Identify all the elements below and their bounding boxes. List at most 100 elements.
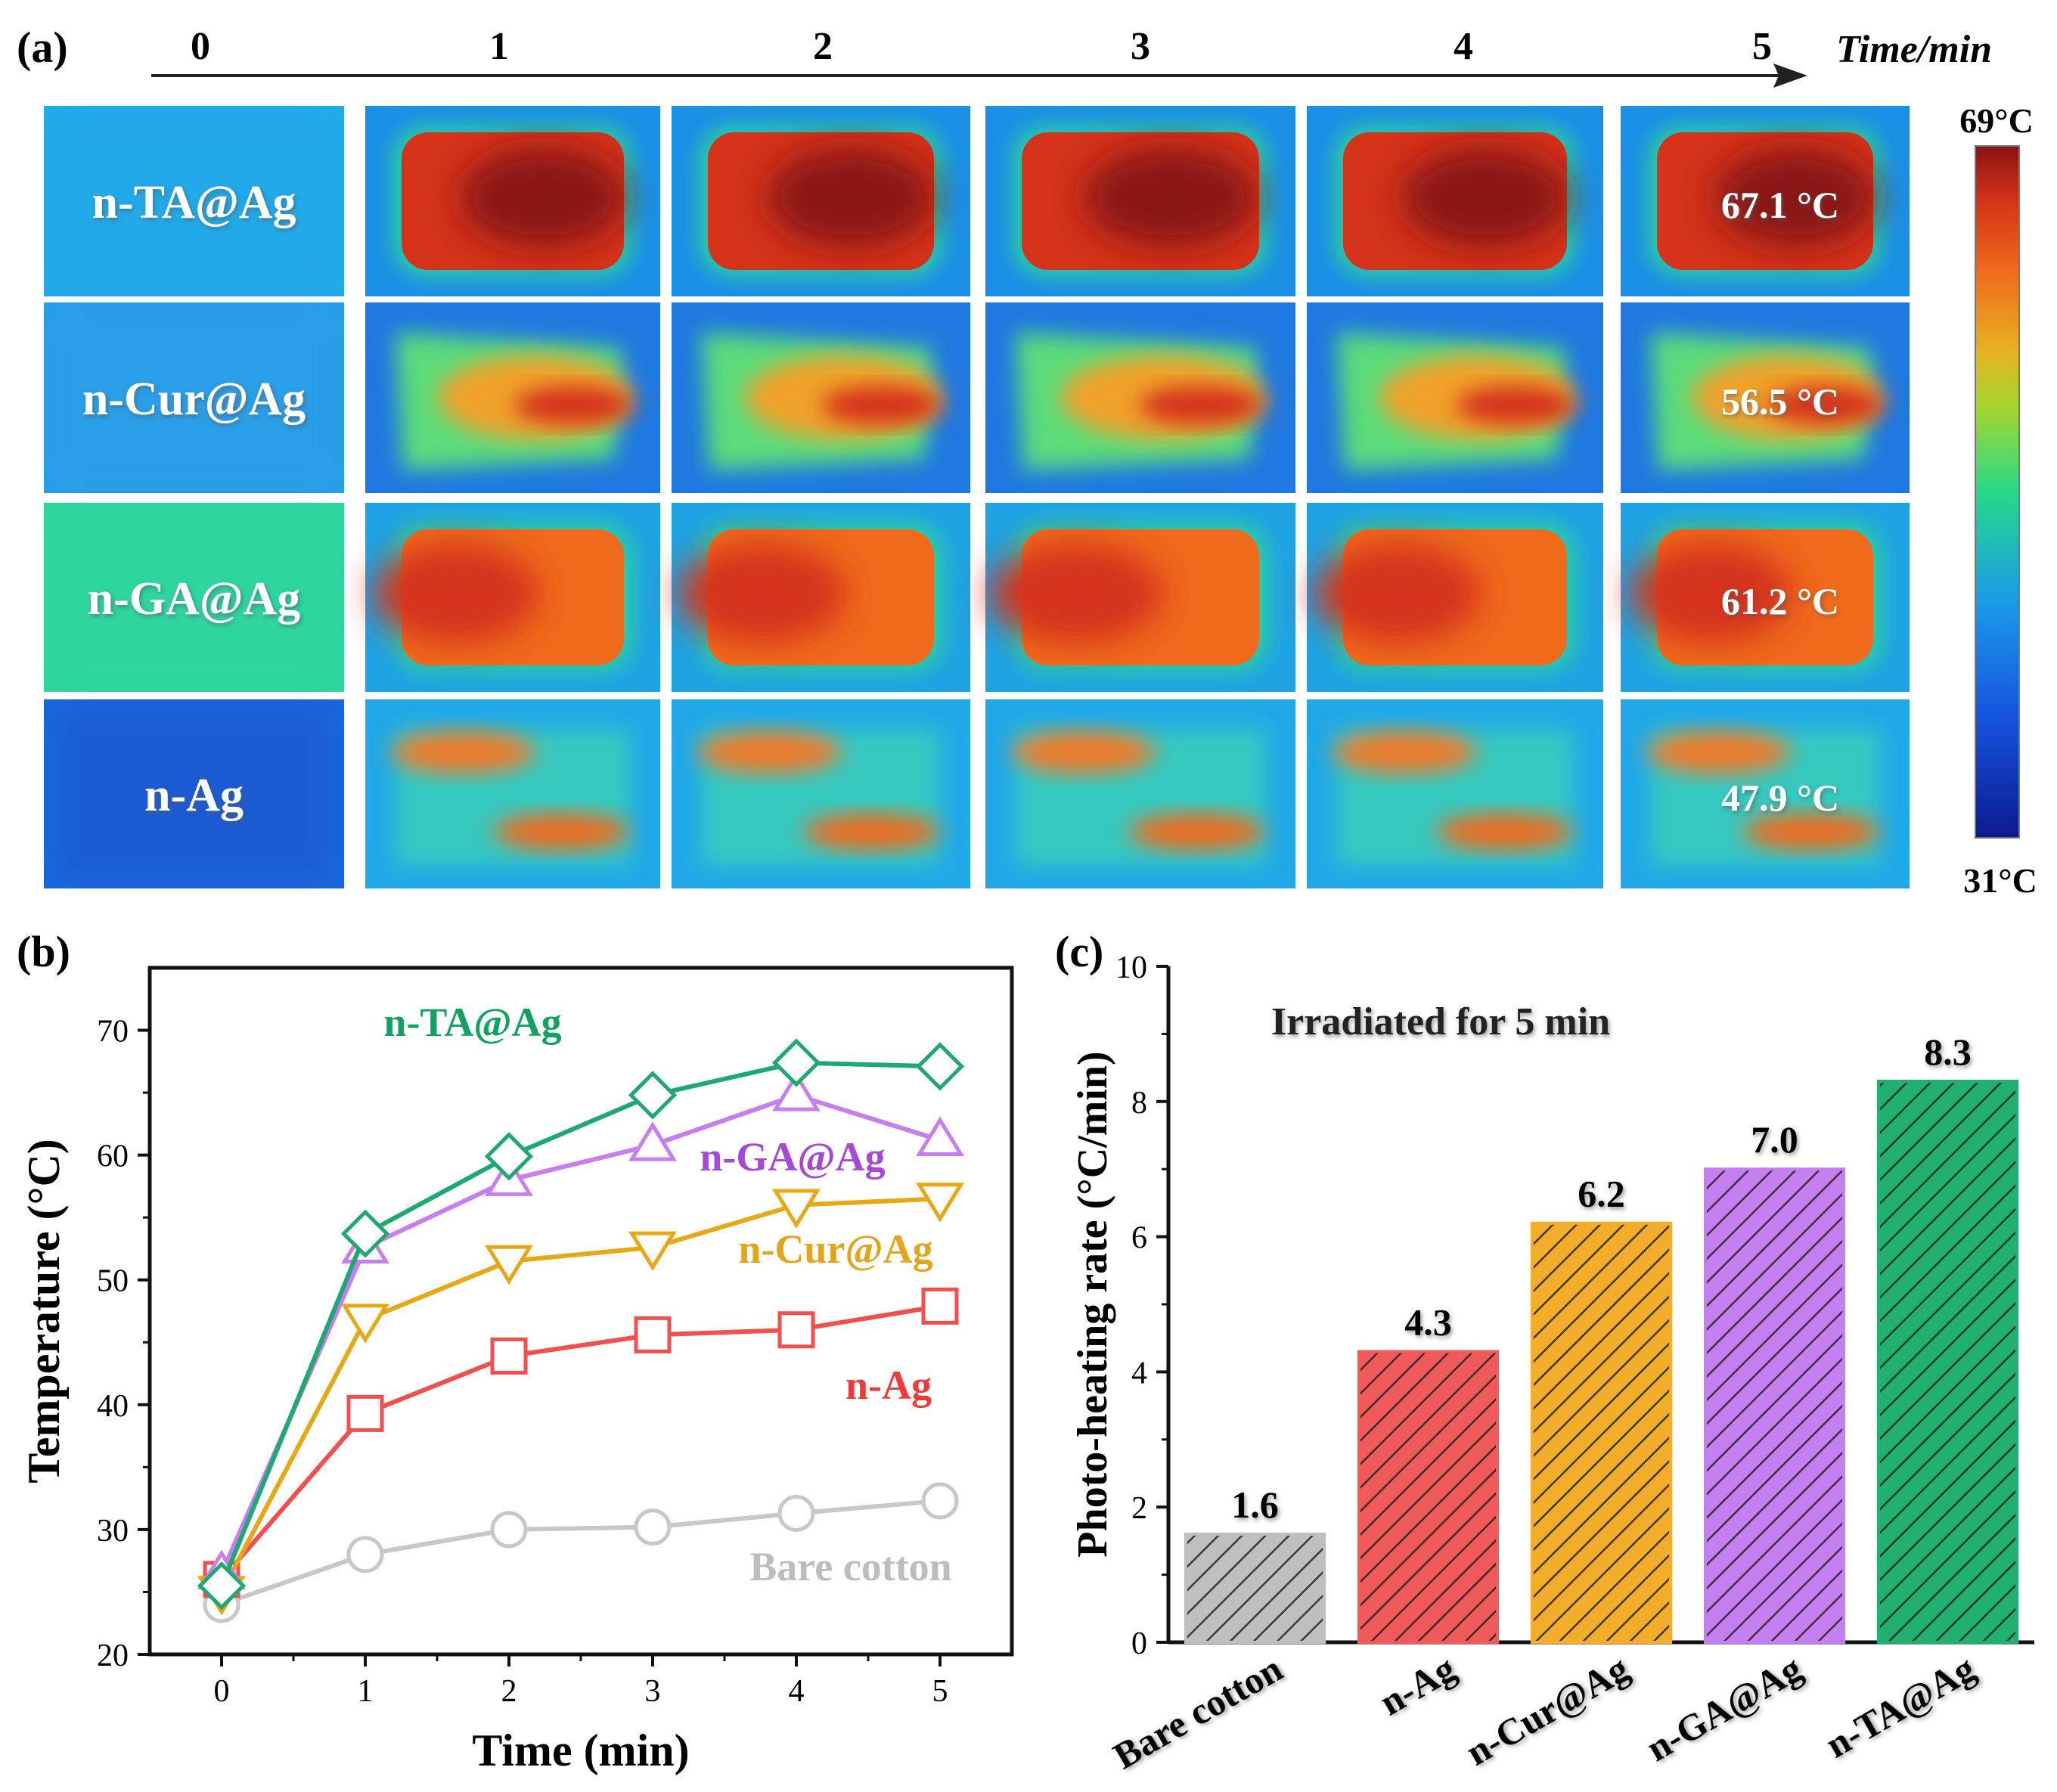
data-point [490, 1337, 528, 1375]
bar-value-label: 1.6 [1231, 1484, 1279, 1526]
y-axis-label: Temperature (°C) [19, 1139, 69, 1484]
y-tick-label: 20 [97, 1639, 129, 1673]
time-tick-2: 2 [813, 25, 833, 68]
panel-b-label: (b) [17, 927, 70, 976]
hot-spot [1630, 544, 1792, 643]
thermal-image-n-GA@Ag-t2 [672, 503, 970, 692]
hot-patch-bottom [804, 814, 940, 850]
sample-label: n-TA@Ag [92, 177, 296, 228]
sample-patch [63, 121, 325, 281]
thermal-image-n-Cur@Ag-t4 [1307, 302, 1603, 493]
hot-spot [460, 147, 626, 247]
sample-patch [63, 318, 325, 478]
bar-hatch [1358, 1351, 1498, 1642]
y-tick-label: 30 [97, 1514, 129, 1549]
panel-b: (b) 20 30 40 50 60 70 0 1 2 3 4 5 Time (min) Temperat… [17, 927, 1014, 1775]
data-point [921, 1287, 959, 1325]
time-ticks: 0 1 2 3 4 5 [191, 25, 1772, 68]
x-category-label: n-Cur@Ag [1459, 1647, 1636, 1774]
colorbar-gradient [1975, 145, 2020, 839]
data-point [485, 1245, 533, 1285]
sample-label: n-Cur@Ag [82, 374, 306, 425]
hot-patch-bottom [1437, 814, 1573, 850]
thermal-image-n-Cur@Ag-t0: n-Cur@Ag [44, 302, 344, 493]
data-point [346, 1536, 384, 1573]
y-tick-label: 50 [97, 1264, 129, 1299]
bar-hatch [1878, 1080, 2018, 1642]
panel-a-label: (a) [17, 23, 68, 72]
bar-value-label: 7.0 [1751, 1118, 1798, 1161]
data-point [197, 1561, 247, 1611]
bar-n-Ag: 4.3 n-Ag [1357, 1301, 1500, 1723]
y-axis-label: Photo-heating rate (°C/min) [1069, 1051, 1116, 1557]
data-point [490, 1511, 528, 1549]
hot-spot [1402, 147, 1568, 247]
data-point [916, 1116, 964, 1157]
y-tick-label: 4 [1131, 1356, 1147, 1391]
thermal-image-n-GA@Ag-t4 [1307, 503, 1603, 692]
bar-hatch [1185, 1533, 1325, 1642]
hot-spot [1714, 147, 1876, 247]
series-label: n-GA@Ag [700, 1134, 885, 1180]
data-point [628, 1231, 677, 1272]
hot-patch-top [1012, 731, 1156, 774]
y-tick-label: 2 [1131, 1491, 1147, 1526]
bar-n-TA@Ag: 8.3 n-TA@Ag [1818, 1031, 2019, 1766]
bar-chart: 0 2 4 6 8 10 Photo-heating rate (°C/min) Irradi… [1069, 950, 2034, 1777]
hot-spot [373, 544, 539, 643]
panel-c-label: (c) [1055, 927, 1103, 976]
x-tick-label: 5 [932, 1674, 948, 1709]
colorbar: 69°C 31°C [1959, 101, 2037, 900]
series-label: Bare cotton [749, 1544, 951, 1589]
x-tick-label: 2 [501, 1674, 517, 1709]
thermal-grid: n-TA@Ag 67.1 °C n-Cur@Ag 56.5 °C n-GA@Ag 61.2… [44, 106, 1910, 888]
thermal-image-n-Ag-t1 [365, 699, 660, 888]
hot-spot [1084, 147, 1258, 247]
bar-hatch [1531, 1223, 1671, 1642]
data-point [628, 1071, 678, 1120]
time-tick-0: 0 [191, 25, 210, 68]
data-point [346, 1394, 384, 1432]
x-tick-label: 0 [214, 1674, 230, 1709]
series-label: n-Cur@Ag [738, 1226, 932, 1272]
final-temperature-label: 67.1 °C [1721, 184, 1839, 226]
hot-patch-top [1647, 731, 1791, 774]
sample-patch [63, 715, 325, 873]
series-line [219, 1060, 941, 1587]
data-point [341, 1304, 389, 1344]
y-tick-label: 40 [97, 1389, 129, 1424]
y-tick-label: 0 [1131, 1626, 1147, 1661]
thermal-image-n-Ag-t3 [985, 699, 1295, 888]
bar-value-label: 4.3 [1404, 1301, 1452, 1344]
y-tick-label: 70 [97, 1015, 129, 1049]
data-point [777, 1494, 815, 1532]
bar-n-GA@Ag: 7.0 n-GA@Ag [1639, 1118, 1846, 1769]
thermal-image-n-TA@Ag-t5: 67.1 °C [1621, 106, 1910, 296]
y-tick-label: 60 [97, 1139, 129, 1174]
colorbar-min-label: 31°C [1963, 861, 2037, 900]
hot-spot [989, 544, 1163, 643]
series-label: n-Ag [845, 1363, 932, 1408]
x-tick-label: 1 [358, 1674, 374, 1709]
x-category-label: n-Ag [1373, 1647, 1463, 1723]
series-label: n-TA@Ag [383, 1000, 561, 1045]
thermal-image-n-GA@Ag-t0: n-GA@Ag [44, 503, 344, 692]
hot-patch-bottom [494, 814, 630, 850]
hot-streak [514, 386, 632, 425]
bar-outline [1703, 1167, 1846, 1644]
data-point [915, 1042, 965, 1091]
thermal-image-n-TA@Ag-t2 [672, 106, 970, 296]
thermal-image-n-TA@Ag-t3 [985, 106, 1295, 296]
series-line [221, 1498, 941, 1607]
hot-patch-bottom [1129, 814, 1265, 850]
panel-a: (a) Time/min 0 1 2 3 4 5 n-TA@Ag 67.1 °C n-Cur@… [17, 23, 2037, 900]
thermal-image-n-GA@Ag-t3 [985, 503, 1295, 692]
time-tick-1: 1 [489, 25, 509, 68]
thermal-image-n-GA@Ag-t5: 61.2 °C [1621, 503, 1910, 692]
y-tick-label: 6 [1131, 1221, 1147, 1256]
chart-annotation: Irradiated for 5 min [1271, 1000, 1610, 1043]
thermal-image-n-Ag-t5: 47.9 °C [1621, 699, 1910, 888]
thermal-image-n-Ag-t2 [672, 699, 970, 888]
bar-outline [1876, 1079, 2019, 1644]
data-point [628, 1121, 677, 1161]
